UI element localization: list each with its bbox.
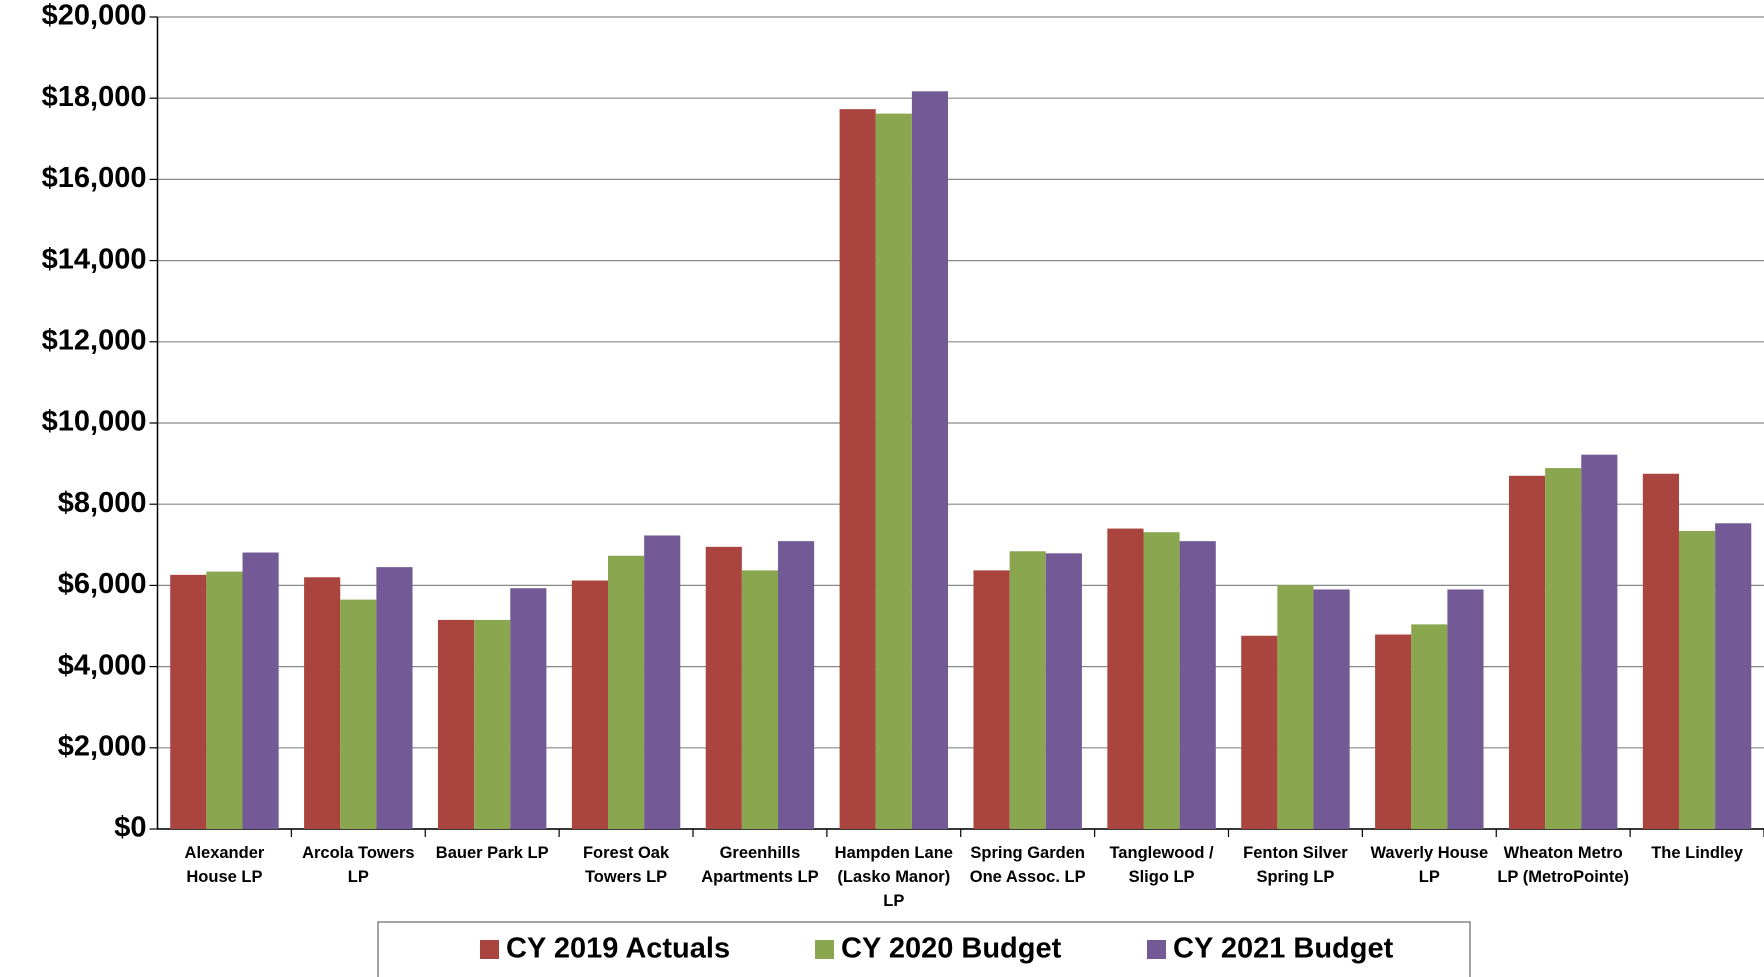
bar: [1581, 454, 1618, 829]
legend-box: [377, 921, 1471, 977]
bar: [705, 546, 742, 829]
legend-label: CY 2021 Budget: [1173, 933, 1394, 965]
bar: [911, 91, 949, 830]
bar: [839, 109, 876, 830]
bar: [1277, 584, 1314, 829]
bar: [1313, 589, 1350, 829]
y-tick-label: $10,000: [42, 406, 147, 438]
bar: [1545, 468, 1582, 829]
y-tick-label: $20,000: [42, 0, 147, 32]
bar: [1411, 624, 1448, 829]
legend-label: CY 2020 Budget: [841, 933, 1062, 965]
x-tick-label: Arcola Towers LP: [302, 844, 415, 886]
x-tick-label: Greenhills Apartments LP: [701, 844, 819, 886]
x-tick-label: Bauer Park LP: [435, 844, 549, 862]
bar: [571, 580, 608, 829]
bar: [1678, 530, 1716, 829]
bar: [875, 113, 912, 830]
bar: [778, 541, 815, 829]
y-tick-label: $6,000: [58, 568, 147, 600]
bar: [437, 619, 475, 829]
bar: [170, 574, 207, 829]
bar: [304, 577, 341, 829]
x-tick-label: Fenton Silver Spring LP: [1243, 844, 1348, 886]
bar: [1241, 635, 1278, 829]
y-tick-label: $16,000: [42, 162, 147, 194]
x-tick-label: Wheaton Metro LP (MetroPointe): [1497, 844, 1630, 886]
bar: [1179, 541, 1216, 829]
y-tick-label: $0: [114, 812, 146, 844]
legend-swatch: [1147, 940, 1166, 959]
bar: [1107, 528, 1144, 829]
y-tick-label: $8,000: [58, 487, 147, 519]
bar: [206, 571, 243, 829]
x-tick-label: Waverly House LP: [1370, 844, 1489, 886]
bar: [340, 599, 377, 829]
bar: [973, 570, 1010, 829]
x-tick-label: The Lindley: [1651, 844, 1743, 862]
bar: [474, 619, 511, 829]
bar: [1143, 532, 1180, 829]
bar: [242, 552, 279, 829]
legend-label: CY 2019 Actuals: [506, 933, 730, 965]
bar: [510, 588, 547, 829]
bar: [1715, 523, 1752, 829]
x-tick-label: Hampden Lane (Lasko Manor) LP: [834, 844, 953, 910]
bar: [1508, 475, 1546, 829]
bar: [644, 535, 681, 829]
legend-swatch: [815, 940, 834, 959]
bar: [741, 570, 779, 829]
x-tick-label: Forest Oak Towers LP: [582, 844, 670, 886]
bar: [607, 555, 645, 829]
bar: [1447, 589, 1484, 829]
y-tick-label: $14,000: [42, 243, 147, 275]
bar: [1642, 473, 1679, 829]
bar: [1375, 634, 1412, 829]
y-tick-label: $18,000: [42, 81, 147, 113]
y-tick-label: $2,000: [58, 730, 147, 762]
y-tick-label: $4,000: [58, 649, 147, 681]
y-tick-label: $12,000: [42, 324, 147, 356]
bar: [1009, 551, 1046, 829]
legend-swatch: [480, 940, 499, 959]
x-tick-label: Spring Garden One Assoc. LP: [969, 844, 1086, 886]
x-tick-label: Tanglewood / Sligo LP: [1109, 844, 1214, 886]
x-tick-label: Alexander House LP: [184, 844, 265, 886]
bar: [376, 567, 413, 829]
bar: [1045, 553, 1082, 829]
